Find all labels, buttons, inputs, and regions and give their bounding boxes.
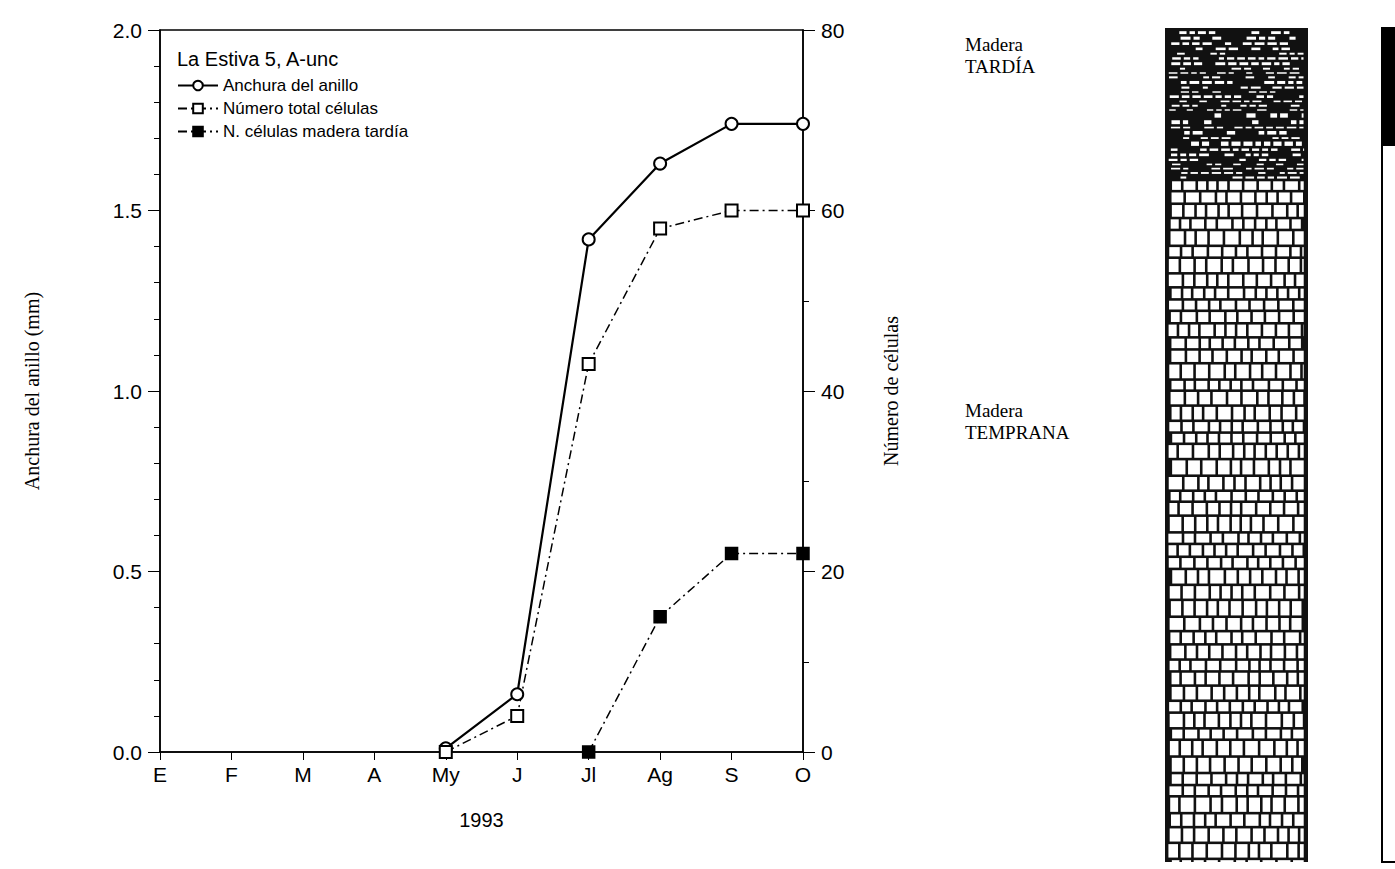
svg-text:1993: 1993 [459,809,504,831]
svg-text:0.0: 0.0 [113,741,142,764]
svg-text:Jl: Jl [581,763,596,786]
svg-text:M: M [294,763,312,786]
svg-text:60: 60 [821,199,844,222]
svg-text:S: S [725,763,739,786]
svg-text:Anchura del anillo: Anchura del anillo [223,76,358,95]
svg-text:40: 40 [821,380,844,403]
html-text:Madera: Madera [965,400,1023,421]
svg-text:J: J [512,763,523,786]
html-text:TARDÍA: TARDÍA [965,56,1036,77]
svg-text:0.5: 0.5 [113,560,142,583]
svg-text:N. células madera tardía: N. células madera tardía [223,122,409,141]
html-text:TEMPRANA: TEMPRANA [965,422,1070,443]
svg-text:A: A [367,763,381,786]
svg-text:Ag: Ag [647,763,673,786]
svg-text:Número total células: Número total células [223,99,378,118]
svg-text:2.0: 2.0 [113,19,142,42]
svg-text:1.5: 1.5 [113,199,142,222]
svg-text:La Estiva 5, A-unc: La Estiva 5, A-unc [177,48,338,70]
svg-text:80: 80 [821,19,844,42]
svg-text:O: O [795,763,811,786]
svg-text:Número de células: Número de células [880,316,902,466]
svg-text:1.0: 1.0 [113,380,142,403]
svg-text:My: My [432,763,460,786]
svg-text:F: F [225,763,238,786]
svg-text:20: 20 [821,560,844,583]
svg-text:0: 0 [821,741,833,764]
svg-text:Anchura del anillo (mm): Anchura del anillo (mm) [21,292,44,490]
html-text:Madera: Madera [965,34,1023,55]
svg-text:E: E [153,763,167,786]
